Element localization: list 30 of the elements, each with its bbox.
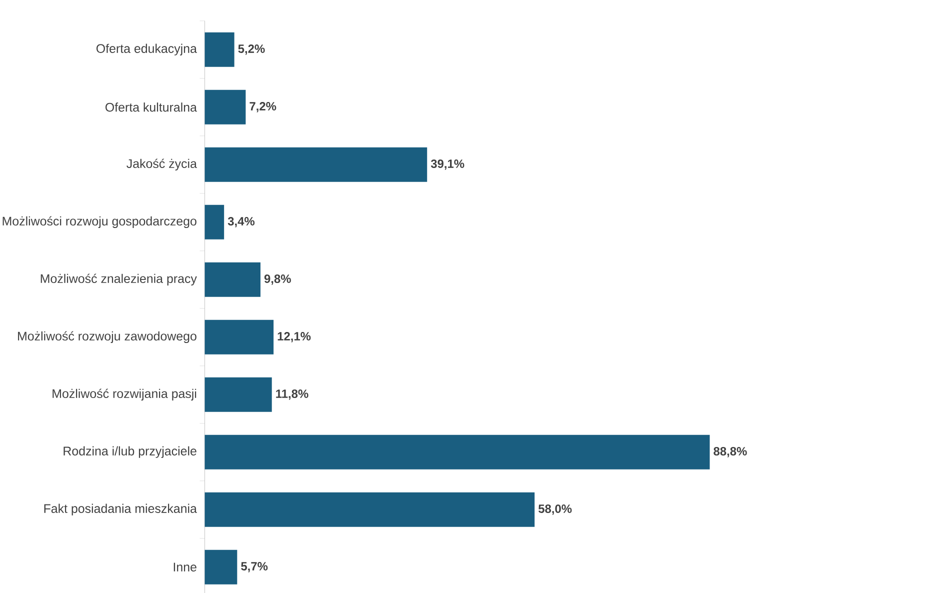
bar <box>204 204 224 240</box>
data-label: 39,1% <box>430 160 464 170</box>
y-tick-label: Fakt posiadania mieszkania <box>44 504 197 516</box>
bar <box>204 32 234 67</box>
bar <box>204 377 272 412</box>
data-label: 5,2% <box>238 44 265 55</box>
y-tick-label: Oferta edukacyjna <box>96 44 197 56</box>
y-tick-label: Jakość życia <box>126 158 197 170</box>
data-label: 58,0% <box>538 504 572 515</box>
y-tick-label: Możliwość rozwijania pasji <box>52 388 196 400</box>
data-label: 3,4% <box>228 217 255 228</box>
bar <box>204 434 710 470</box>
y-tick-label: Oferta kulturalna <box>106 102 197 112</box>
y-tick-label: Inne <box>174 562 196 572</box>
data-label: 9,8% <box>264 274 291 285</box>
y-tick-label: Rodzina i/lub przyjaciele <box>64 446 196 458</box>
bar <box>204 147 428 182</box>
y-tick-label: Możliwość rozwoju zawodowego <box>18 331 196 343</box>
data-label: 5,7% <box>241 562 268 572</box>
data-label: 7,2% <box>250 102 276 112</box>
y-tick-label: Możliwości rozwoju gospodarczego <box>2 216 196 228</box>
bar <box>204 550 238 584</box>
bar <box>204 320 274 354</box>
data-label: 11,8% <box>276 390 308 400</box>
bar <box>204 262 260 297</box>
data-label: 12,1% <box>278 332 311 342</box>
y-tick-label: Możliwość znalezienia pracy <box>40 274 197 286</box>
bar <box>204 90 246 124</box>
bar <box>204 492 535 527</box>
data-label: 88,8% <box>714 447 747 458</box>
